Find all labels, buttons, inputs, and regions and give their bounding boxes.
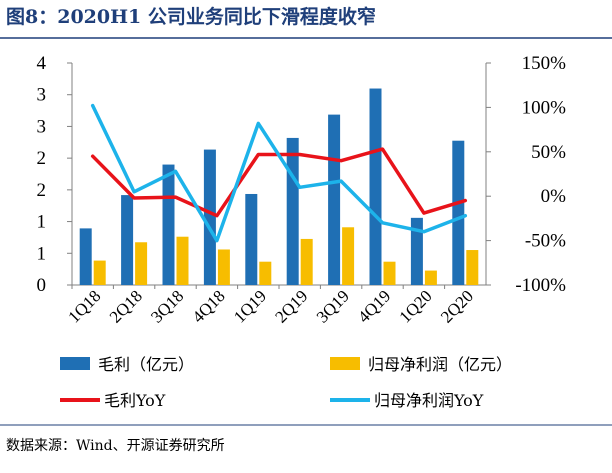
- x-tick-label: 2Q20: [437, 286, 477, 326]
- y-left-tick-label: 3: [37, 116, 47, 137]
- bar-gross-profit: [328, 114, 341, 286]
- bar-gross-profit: [121, 195, 134, 285]
- y-left-tick-label: 1: [37, 212, 47, 233]
- bar-gross-profit: [286, 137, 299, 285]
- legend-label-net-profit-yoy: 归母净利润YoY: [374, 391, 484, 410]
- x-tick-label: 4Q19: [354, 286, 394, 326]
- y-right-tick-label: 150%: [522, 53, 567, 74]
- y-right-tick-label: -100%: [515, 275, 566, 296]
- line-gross-profit-yoy: [90, 147, 468, 218]
- x-tick-label: 1Q20: [396, 286, 436, 326]
- y-left-tick-label: 4: [37, 53, 47, 74]
- x-tick-label: 1Q19: [230, 286, 270, 326]
- bar-net-profit: [383, 261, 396, 285]
- x-tick-label: 3Q19: [313, 286, 353, 326]
- bar-gross-profit: [452, 140, 465, 285]
- bar-net-profit: [342, 227, 355, 285]
- line-net-profit-yoy: [90, 103, 468, 243]
- bar-net-profit: [217, 249, 230, 285]
- y-right-tick-label: 0%: [541, 186, 567, 207]
- legend-label-gross-profit: 毛利（亿元）: [98, 355, 194, 374]
- x-tick-label: 1Q18: [64, 286, 104, 326]
- y-right-tick-label: -50%: [525, 231, 566, 252]
- bar-net-profit: [93, 260, 106, 285]
- legend-swatch-net-profit: [330, 357, 360, 370]
- bar-net-profit: [135, 242, 148, 285]
- bar-net-profit: [466, 250, 479, 285]
- y-left-tick-label: 2: [37, 180, 47, 201]
- figure-title: 图8：2020H1 公司业务同比下滑程度收窄: [6, 5, 376, 28]
- y-right-tick-label: 50%: [531, 142, 566, 163]
- bar-gross-profit: [162, 164, 175, 285]
- y-right-tick-label: 100%: [522, 97, 567, 118]
- bar-gross-profit: [203, 149, 216, 285]
- y-left-tick-label: 0: [37, 275, 47, 296]
- x-tick-label: 3Q18: [147, 286, 187, 326]
- bar-net-profit: [259, 261, 272, 285]
- y-left-tick-label: 3: [37, 85, 47, 106]
- bar-gross-profit: [369, 88, 382, 285]
- y-left-tick-label: 2: [37, 148, 47, 169]
- bar-net-profit: [424, 270, 437, 285]
- x-tick-label: 2Q19: [271, 286, 311, 326]
- bar-gross-profit: [79, 228, 92, 285]
- bar-net-profit: [300, 238, 313, 285]
- bar-net-profit: [176, 236, 189, 285]
- bar-gross-profit: [245, 193, 258, 285]
- legend-swatch-gross-profit: [60, 357, 90, 370]
- legend-label-gross-profit-yoy: 毛利YoY: [104, 391, 166, 410]
- y-left-tick-label: 1: [37, 243, 47, 264]
- source-note: 数据来源：Wind、开源证券研究所: [6, 438, 225, 454]
- x-tick-label: 4Q18: [189, 286, 229, 326]
- legend: 毛利（亿元） 归母净利润（亿元） 毛利YoY 归母净利润YoY: [60, 355, 512, 410]
- legend-label-net-profit: 归母净利润（亿元）: [368, 355, 512, 374]
- x-tick-label: 2Q18: [106, 286, 146, 326]
- bar-gross-profit: [410, 217, 423, 285]
